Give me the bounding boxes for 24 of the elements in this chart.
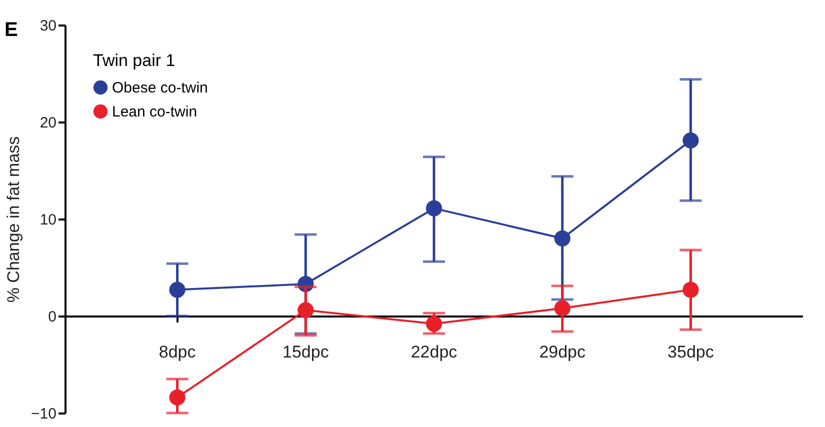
y-tick-label: 20	[40, 114, 56, 132]
y-tick-label: −10	[31, 406, 56, 422]
y-axis-title: % Change in fat mass	[4, 136, 24, 303]
point	[169, 282, 186, 298]
x-tick-label: 29dpc	[539, 342, 586, 362]
y-tick-label: 30	[40, 18, 56, 34]
x-tick-label: 22dpc	[410, 342, 458, 362]
point	[426, 316, 442, 332]
chart-title: E	[4, 19, 18, 41]
point	[298, 302, 314, 318]
y-tick-label: 10	[40, 212, 56, 228]
x-tick-label: 15dpc	[282, 342, 330, 362]
legend-label: Lean co-twin	[112, 104, 198, 120]
point	[554, 300, 570, 316]
legend-label: Obese co-twin	[112, 80, 208, 96]
point	[426, 200, 442, 216]
point	[169, 389, 186, 406]
legend-title: Twin pair 1	[93, 51, 176, 70]
point	[682, 132, 699, 148]
x-tick-label: 35dpc	[668, 342, 714, 362]
point	[554, 230, 570, 246]
point	[682, 282, 699, 298]
y-tick-label: 0	[48, 308, 56, 326]
x-tick-label: 8dpc	[158, 342, 196, 362]
